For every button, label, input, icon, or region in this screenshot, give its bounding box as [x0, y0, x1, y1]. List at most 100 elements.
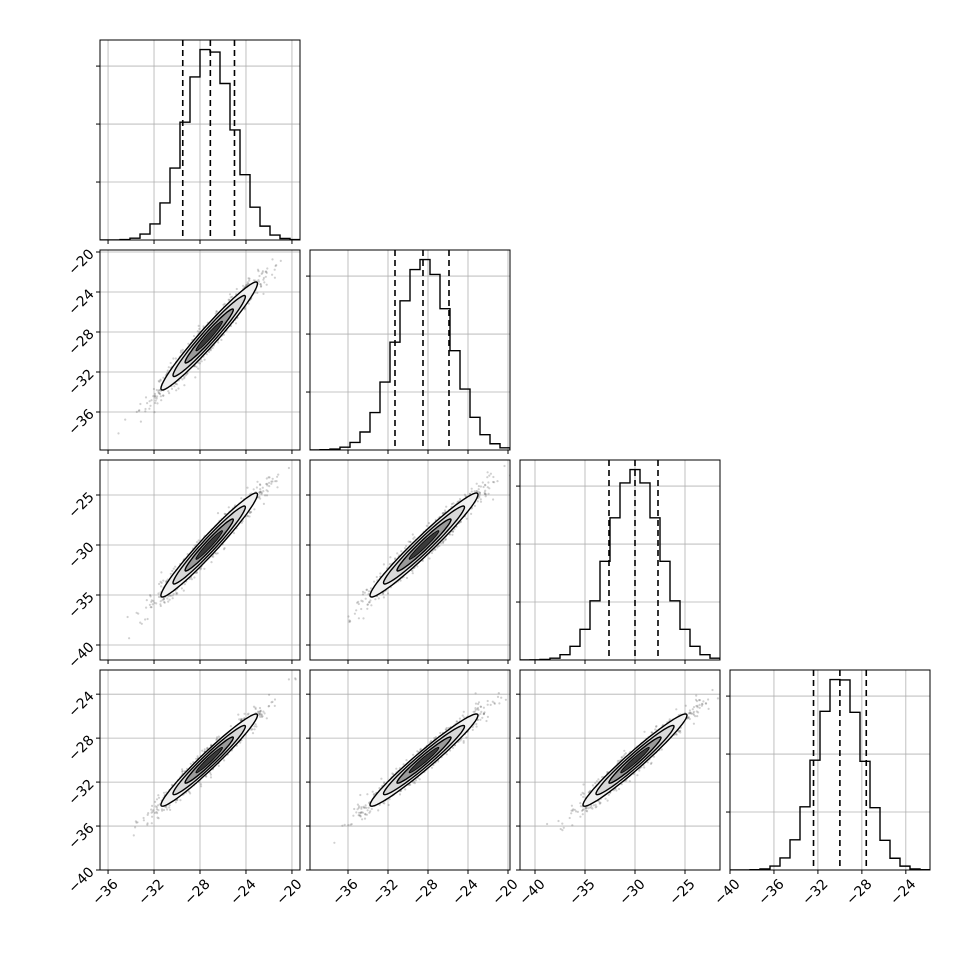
scatter-point [442, 511, 445, 515]
scatter-point [486, 486, 489, 489]
scatter-point [262, 292, 265, 295]
scatter-point [197, 324, 200, 327]
scatter-point [162, 579, 165, 582]
scatter-point [171, 569, 174, 573]
scatter-point [200, 360, 203, 363]
scatter-point [160, 571, 163, 574]
scatter-point [152, 395, 155, 398]
scatter-point [273, 276, 276, 279]
scatter-point [200, 567, 203, 570]
scatter-point [163, 601, 166, 604]
panel-2-0: −40−35−30−25 [65, 459, 301, 672]
scatter-point [231, 295, 234, 298]
scatter-point [162, 394, 165, 397]
scatter-point [266, 490, 269, 493]
scatter-point [478, 495, 481, 499]
scatter-point [479, 498, 482, 501]
scatter-point [169, 572, 172, 575]
scatter-point [209, 349, 212, 352]
scatter-point [271, 273, 274, 276]
scatter-point [266, 482, 269, 485]
scatter-point [172, 357, 175, 360]
scatter-point [222, 303, 225, 306]
scatter-point [257, 711, 260, 714]
scatter-point [266, 267, 269, 270]
scatter-point [273, 268, 276, 271]
scatter-point [451, 530, 455, 533]
panel-frame [309, 459, 511, 661]
scatter-point [168, 594, 171, 597]
scatter-point [146, 402, 149, 405]
scatter-point [258, 490, 262, 493]
scatter-point [167, 600, 170, 603]
scatter-point [176, 383, 179, 386]
histogram-step [100, 48, 300, 240]
panel-1-0: −36−32−28−24−20 [65, 246, 301, 454]
scatter-point [481, 481, 484, 484]
scatter-point [476, 500, 479, 503]
scatter-point [240, 719, 243, 722]
scatter-point [275, 480, 278, 483]
scatter-point [361, 593, 365, 596]
scatter-point [478, 491, 481, 495]
scatter-point [243, 308, 247, 311]
scatter-point [174, 382, 178, 385]
scatter-point [258, 274, 261, 278]
scatter-point [539, 442, 541, 444]
scatter-point [262, 276, 265, 280]
y-tick-label: −40 [65, 639, 97, 671]
scatter-point [367, 590, 370, 593]
scatter-point [428, 557, 431, 560]
scatter-point [183, 583, 186, 586]
scatter-point [181, 378, 184, 381]
scatter-point [159, 600, 162, 603]
scatter-point [268, 485, 271, 488]
scatter-point [453, 528, 456, 531]
scatter-point [265, 270, 268, 273]
scatter-point [168, 598, 171, 601]
scatter-point [442, 540, 445, 543]
scatter-point [157, 390, 160, 393]
scatter-point [158, 392, 161, 395]
scatter-point [154, 805, 157, 808]
scatter-point [287, 466, 290, 470]
scatter-point [366, 603, 369, 606]
histogram-step [310, 258, 510, 450]
scatter-point [155, 810, 158, 814]
scatter-point [179, 351, 182, 354]
scatter-point [155, 808, 159, 811]
scatter-point [492, 475, 495, 479]
scatter-point [162, 376, 165, 379]
scatter-point [382, 596, 385, 599]
scatter-point [259, 283, 262, 286]
scatter-point [166, 369, 169, 372]
scatter-point [193, 576, 196, 579]
scatter-point [216, 511, 220, 515]
scatter-point [485, 493, 488, 496]
scatter-point [195, 541, 199, 544]
scatter-point [409, 540, 412, 543]
scatter-point [442, 541, 445, 545]
grid [310, 250, 510, 450]
scatter-point [157, 391, 160, 395]
scatter-point [247, 277, 250, 280]
scatter-point [192, 335, 196, 338]
scatter-point [356, 601, 359, 604]
scatter-point [162, 597, 165, 600]
panel-content [310, 250, 510, 450]
scatter-point [169, 361, 172, 365]
scatter-point [399, 579, 402, 582]
scatter-point [377, 597, 380, 600]
scatter-point [262, 502, 265, 505]
scatter-point [228, 293, 232, 296]
scatter-point [477, 485, 480, 488]
scatter-point [172, 592, 175, 595]
scatter-point [180, 587, 183, 590]
scatter-point [436, 546, 439, 549]
scatter-point [259, 285, 263, 288]
histogram-step [520, 468, 720, 660]
scatter-point [373, 580, 376, 583]
scatter-point [173, 385, 176, 388]
scatter-point [240, 497, 243, 500]
scatter-point [145, 599, 148, 602]
